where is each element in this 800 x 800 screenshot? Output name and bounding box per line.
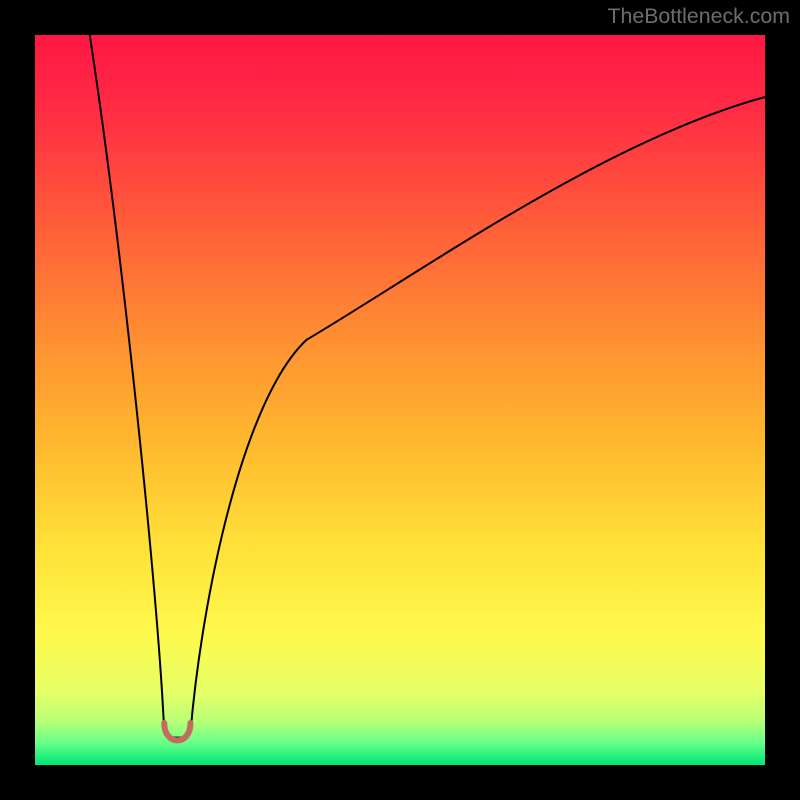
watermark-text: TheBottleneck.com: [607, 4, 790, 29]
chart-container: TheBottleneck.com: [0, 0, 800, 800]
gradient-background: [35, 35, 765, 765]
bottleneck-chart: [0, 0, 800, 800]
